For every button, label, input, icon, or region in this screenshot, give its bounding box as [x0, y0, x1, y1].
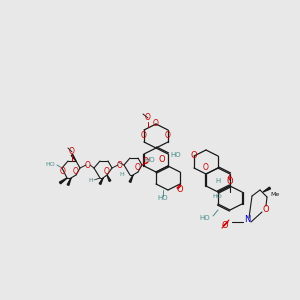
Text: H: H — [88, 178, 93, 182]
Polygon shape — [99, 178, 103, 184]
Text: HO: HO — [158, 195, 168, 201]
Text: O: O — [85, 160, 91, 169]
Text: Me: Me — [270, 193, 279, 197]
Text: O: O — [60, 167, 66, 176]
Text: O: O — [73, 167, 79, 176]
Text: O: O — [191, 151, 197, 160]
Polygon shape — [263, 187, 271, 192]
Text: O: O — [263, 206, 269, 214]
Text: O: O — [177, 185, 183, 194]
Text: H: H — [120, 172, 124, 178]
Text: O: O — [135, 164, 141, 172]
Polygon shape — [107, 175, 111, 181]
Text: O: O — [153, 119, 159, 128]
Text: O: O — [143, 158, 149, 166]
Polygon shape — [129, 175, 133, 182]
Text: O: O — [145, 113, 151, 122]
Text: HO: HO — [200, 215, 210, 221]
Polygon shape — [59, 178, 67, 184]
Text: O: O — [227, 176, 233, 185]
Text: HO: HO — [145, 157, 155, 163]
Text: H: H — [215, 178, 220, 184]
Text: O: O — [222, 220, 228, 230]
Text: O: O — [117, 160, 123, 169]
Text: N: N — [244, 215, 250, 224]
Text: O: O — [159, 155, 165, 164]
Text: O: O — [141, 131, 147, 140]
Text: O: O — [203, 164, 209, 172]
Text: HO: HO — [45, 163, 55, 167]
Text: HO: HO — [170, 152, 181, 158]
Polygon shape — [67, 178, 71, 185]
Text: HO: HO — [212, 194, 222, 199]
Text: O: O — [165, 131, 171, 140]
Polygon shape — [71, 154, 76, 161]
Text: O: O — [104, 167, 110, 176]
Text: O: O — [69, 148, 75, 157]
